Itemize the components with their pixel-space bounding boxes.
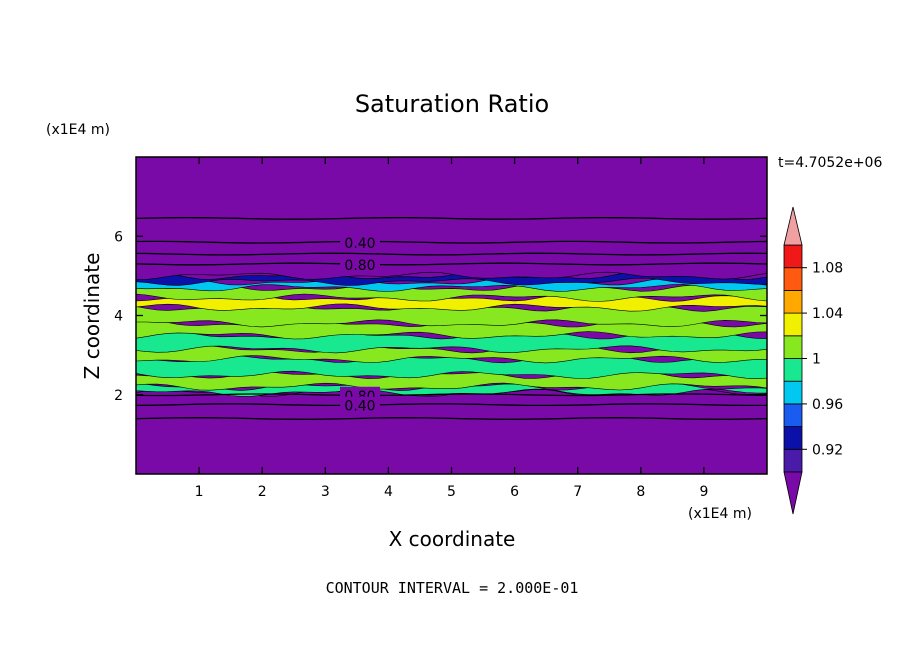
- contour-line: [136, 403, 767, 407]
- colorbar-box: [783, 289, 803, 314]
- field-band: [136, 319, 767, 340]
- contour-line: [136, 252, 767, 256]
- contour-line: [136, 240, 767, 244]
- colorbar-over-triangle: [783, 206, 803, 246]
- y-tick-label: 2: [114, 388, 123, 404]
- x-tick-label: 9: [699, 484, 708, 500]
- y-tick-label: 6: [114, 229, 123, 245]
- colorbar-box: [783, 403, 803, 427]
- colorbar-label: 1.04: [812, 306, 843, 322]
- colorbar-label: 1.08: [812, 261, 843, 277]
- colorbar-box: [783, 244, 803, 269]
- x-axis-ticks: 1 2 3 4 5 6 7 8 9: [195, 157, 708, 500]
- contour-field: [136, 157, 767, 474]
- contour-line: [136, 393, 767, 397]
- contour-interval-footer: CONTOUR INTERVAL = 2.000E-01: [326, 579, 579, 597]
- y-tick-label: 4: [114, 309, 123, 325]
- x-tick-label: 4: [384, 484, 393, 500]
- contour-label-bg: [340, 255, 381, 272]
- colorbar-box: [783, 312, 803, 337]
- x-axis-title: X coordinate: [389, 527, 516, 551]
- y-axis-ticks: 2 4 6: [114, 229, 767, 404]
- x-tick-label: 7: [573, 484, 582, 500]
- contour-line: [136, 262, 767, 266]
- colorbar-label: 1: [812, 352, 821, 368]
- colorbar-label: 0.92: [812, 442, 843, 458]
- contour-labels: 0.400.800.800.40: [340, 234, 381, 415]
- colorbar-under-triangle: [783, 471, 803, 515]
- colorbar-box: [783, 358, 803, 382]
- colorbar-box: [783, 426, 803, 450]
- colorbar-box: [783, 335, 803, 359]
- contour-label: 0.80: [344, 258, 375, 274]
- contour-label-bg: [340, 234, 381, 251]
- time-label: t=4.7052e+06: [778, 155, 882, 171]
- x-tick-label: 6: [510, 484, 519, 500]
- contour-label: 0.40: [344, 399, 375, 415]
- colorbar-box: [783, 267, 803, 291]
- colorbar: 0.92 0.96 1 1.04 1.08: [783, 206, 843, 515]
- y-axis-title: Z coordinate: [80, 253, 104, 380]
- x-tick-label: 1: [195, 484, 204, 500]
- colorbar-label: 0.96: [812, 397, 843, 413]
- field-band: [136, 355, 767, 380]
- x-unit-label: (x1E4 m): [688, 506, 752, 522]
- contour-lines: [136, 216, 767, 420]
- contour-label: 0.40: [344, 236, 375, 252]
- field-band: [136, 303, 767, 328]
- contour-label-bg: [340, 396, 381, 413]
- y-unit-label: (x1E4 m): [46, 122, 110, 138]
- field-band: [136, 388, 767, 474]
- contour-line: [136, 417, 767, 420]
- colorbar-box: [783, 448, 803, 473]
- x-tick-label: 3: [321, 484, 330, 500]
- contour-line: [136, 216, 767, 220]
- x-tick-label: 8: [636, 484, 645, 500]
- chart-title: Saturation Ratio: [355, 90, 549, 118]
- colorbar-box: [783, 380, 803, 405]
- x-tick-label: 2: [258, 484, 267, 500]
- x-tick-label: 5: [447, 484, 456, 500]
